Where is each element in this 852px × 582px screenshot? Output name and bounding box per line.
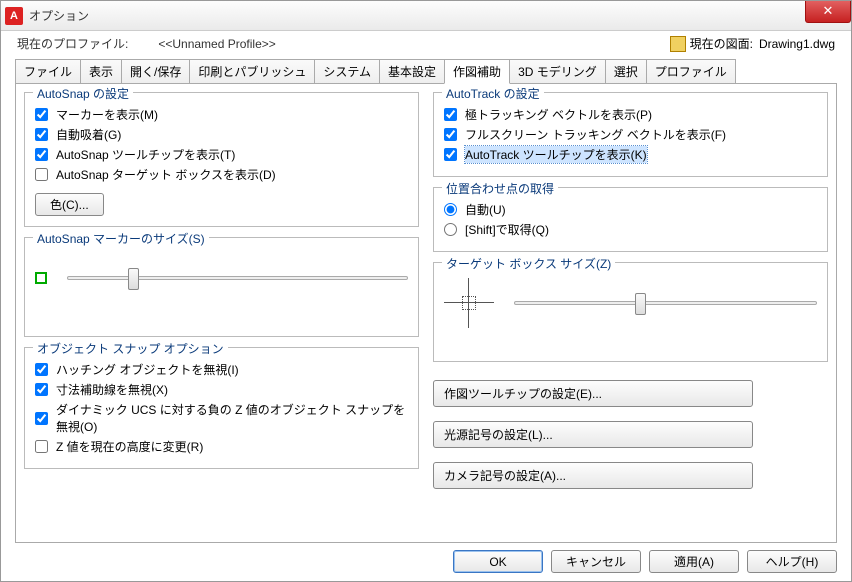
- drawing-value: Drawing1.dwg: [759, 37, 835, 51]
- apply-button[interactable]: 適用(A): [649, 550, 739, 573]
- light-glyph-button[interactable]: 光源記号の設定(L)...: [433, 421, 753, 448]
- lbl-aperture: AutoSnap ターゲット ボックスを表示(D): [56, 166, 276, 183]
- tab-1[interactable]: 表示: [80, 59, 122, 84]
- legend-autotrack: AutoTrack の設定: [442, 85, 544, 102]
- cbx-polar[interactable]: [444, 108, 457, 121]
- lbl-autotrack-tooltip: AutoTrack ツールチップを表示(K): [465, 146, 647, 163]
- cbx-autotrack-tooltip[interactable]: [444, 148, 457, 161]
- cbx-autosnap-tooltip[interactable]: [35, 148, 48, 161]
- group-autosnap: AutoSnap の設定 マーカーを表示(M) 自動吸着(G) AutoSnap…: [24, 92, 419, 227]
- legend-autosnap: AutoSnap の設定: [33, 85, 133, 102]
- cbx-marker[interactable]: [35, 108, 48, 121]
- marker-preview: [35, 272, 47, 284]
- tab-bar: ファイル表示開く/保存印刷とパブリッシュシステム基本設定作図補助3D モデリング…: [1, 58, 851, 83]
- lbl-ignore-hatch: ハッチング オブジェクトを無視(I): [56, 361, 239, 378]
- lbl-auto: 自動(U): [465, 201, 506, 218]
- legend-alignment: 位置合わせ点の取得: [442, 180, 558, 197]
- group-alignment: 位置合わせ点の取得 自動(U) [Shift]で取得(Q): [433, 187, 828, 252]
- cbx-aperture[interactable]: [35, 168, 48, 181]
- options-window: A オプション ✕ 現在のプロファイル: <<Unnamed Profile>>…: [0, 0, 852, 582]
- group-target-size: ターゲット ボックス サイズ(Z): [433, 262, 828, 362]
- lbl-replace-z: Z 値を現在の高度に変更(R): [56, 438, 203, 455]
- profile-value: <<Unnamed Profile>>: [158, 37, 275, 51]
- lbl-marker: マーカーを表示(M): [56, 106, 158, 123]
- cbx-fullscreen[interactable]: [444, 128, 457, 141]
- close-button[interactable]: ✕: [805, 1, 851, 23]
- radio-shift[interactable]: [444, 223, 457, 236]
- drawing-icon: [670, 36, 686, 52]
- tab-6[interactable]: 作図補助: [444, 59, 510, 84]
- group-osnap-options: オブジェクト スナップ オプション ハッチング オブジェクトを無視(I) 寸法補…: [24, 347, 419, 469]
- autosnap-slider[interactable]: [67, 267, 408, 289]
- profile-row: 現在のプロファイル: <<Unnamed Profile>> 現在の図面: Dr…: [1, 31, 851, 56]
- group-autotrack: AutoTrack の設定 極トラッキング ベクトルを表示(P) フルスクリーン…: [433, 92, 828, 177]
- lbl-magnet: 自動吸着(G): [56, 126, 121, 143]
- color-button[interactable]: 色(C)...: [35, 193, 104, 216]
- lbl-shift: [Shift]で取得(Q): [465, 221, 549, 238]
- lbl-autosnap-tooltip: AutoSnap ツールチップを表示(T): [56, 146, 235, 163]
- tab-0[interactable]: ファイル: [15, 59, 81, 84]
- lbl-dyn-ucs: ダイナミック UCS に対する負の Z 値のオブジェクト スナップを無視(O): [56, 401, 408, 435]
- legend-marker-size: AutoSnap マーカーのサイズ(S): [33, 230, 209, 247]
- camera-glyph-button[interactable]: カメラ記号の設定(A)...: [433, 462, 753, 489]
- tab-9[interactable]: プロファイル: [646, 59, 736, 84]
- lbl-polar: 極トラッキング ベクトルを表示(P): [465, 106, 652, 123]
- help-button[interactable]: ヘルプ(H): [747, 550, 837, 573]
- tab-panel: AutoSnap の設定 マーカーを表示(M) 自動吸着(G) AutoSnap…: [15, 83, 837, 543]
- tab-5[interactable]: 基本設定: [379, 59, 445, 84]
- cbx-ignore-hatch[interactable]: [35, 363, 48, 376]
- tab-2[interactable]: 開く/保存: [121, 59, 190, 84]
- cbx-replace-z[interactable]: [35, 440, 48, 453]
- profile-label: 現在のプロファイル:: [17, 35, 128, 52]
- cancel-button[interactable]: キャンセル: [551, 550, 641, 573]
- radio-auto[interactable]: [444, 203, 457, 216]
- legend-osnap: オブジェクト スナップ オプション: [33, 340, 228, 357]
- drawing-label: 現在の図面:: [690, 35, 753, 52]
- legend-target-size: ターゲット ボックス サイズ(Z): [442, 255, 615, 272]
- dialog-footer: OK キャンセル 適用(A) ヘルプ(H): [453, 550, 837, 573]
- target-slider[interactable]: [514, 292, 817, 314]
- lbl-fullscreen: フルスクリーン トラッキング ベクトルを表示(F): [465, 126, 726, 143]
- titlebar: A オプション ✕: [1, 1, 851, 31]
- drafting-tooltip-button[interactable]: 作図ツールチップの設定(E)...: [433, 380, 753, 407]
- cbx-magnet[interactable]: [35, 128, 48, 141]
- ok-button[interactable]: OK: [453, 550, 543, 573]
- tab-3[interactable]: 印刷とパブリッシュ: [189, 59, 315, 84]
- group-marker-size: AutoSnap マーカーのサイズ(S): [24, 237, 419, 337]
- tab-8[interactable]: 選択: [605, 59, 647, 84]
- cbx-dyn-ucs[interactable]: [35, 412, 48, 425]
- tab-4[interactable]: システム: [314, 59, 380, 84]
- window-title: オプション: [29, 7, 89, 24]
- target-preview: [444, 278, 494, 328]
- cbx-ignore-ext[interactable]: [35, 383, 48, 396]
- lbl-ignore-ext: 寸法補助線を無視(X): [56, 381, 168, 398]
- tab-7[interactable]: 3D モデリング: [509, 59, 606, 84]
- app-icon: A: [5, 7, 23, 25]
